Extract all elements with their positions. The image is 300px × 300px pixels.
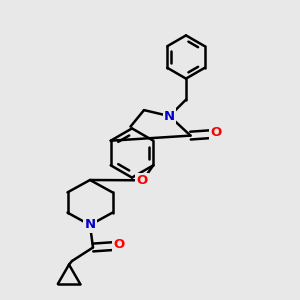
Text: O: O [113,238,125,251]
Text: N: N [164,110,175,123]
Text: N: N [84,218,96,232]
Text: O: O [136,174,148,187]
Text: O: O [210,126,222,139]
